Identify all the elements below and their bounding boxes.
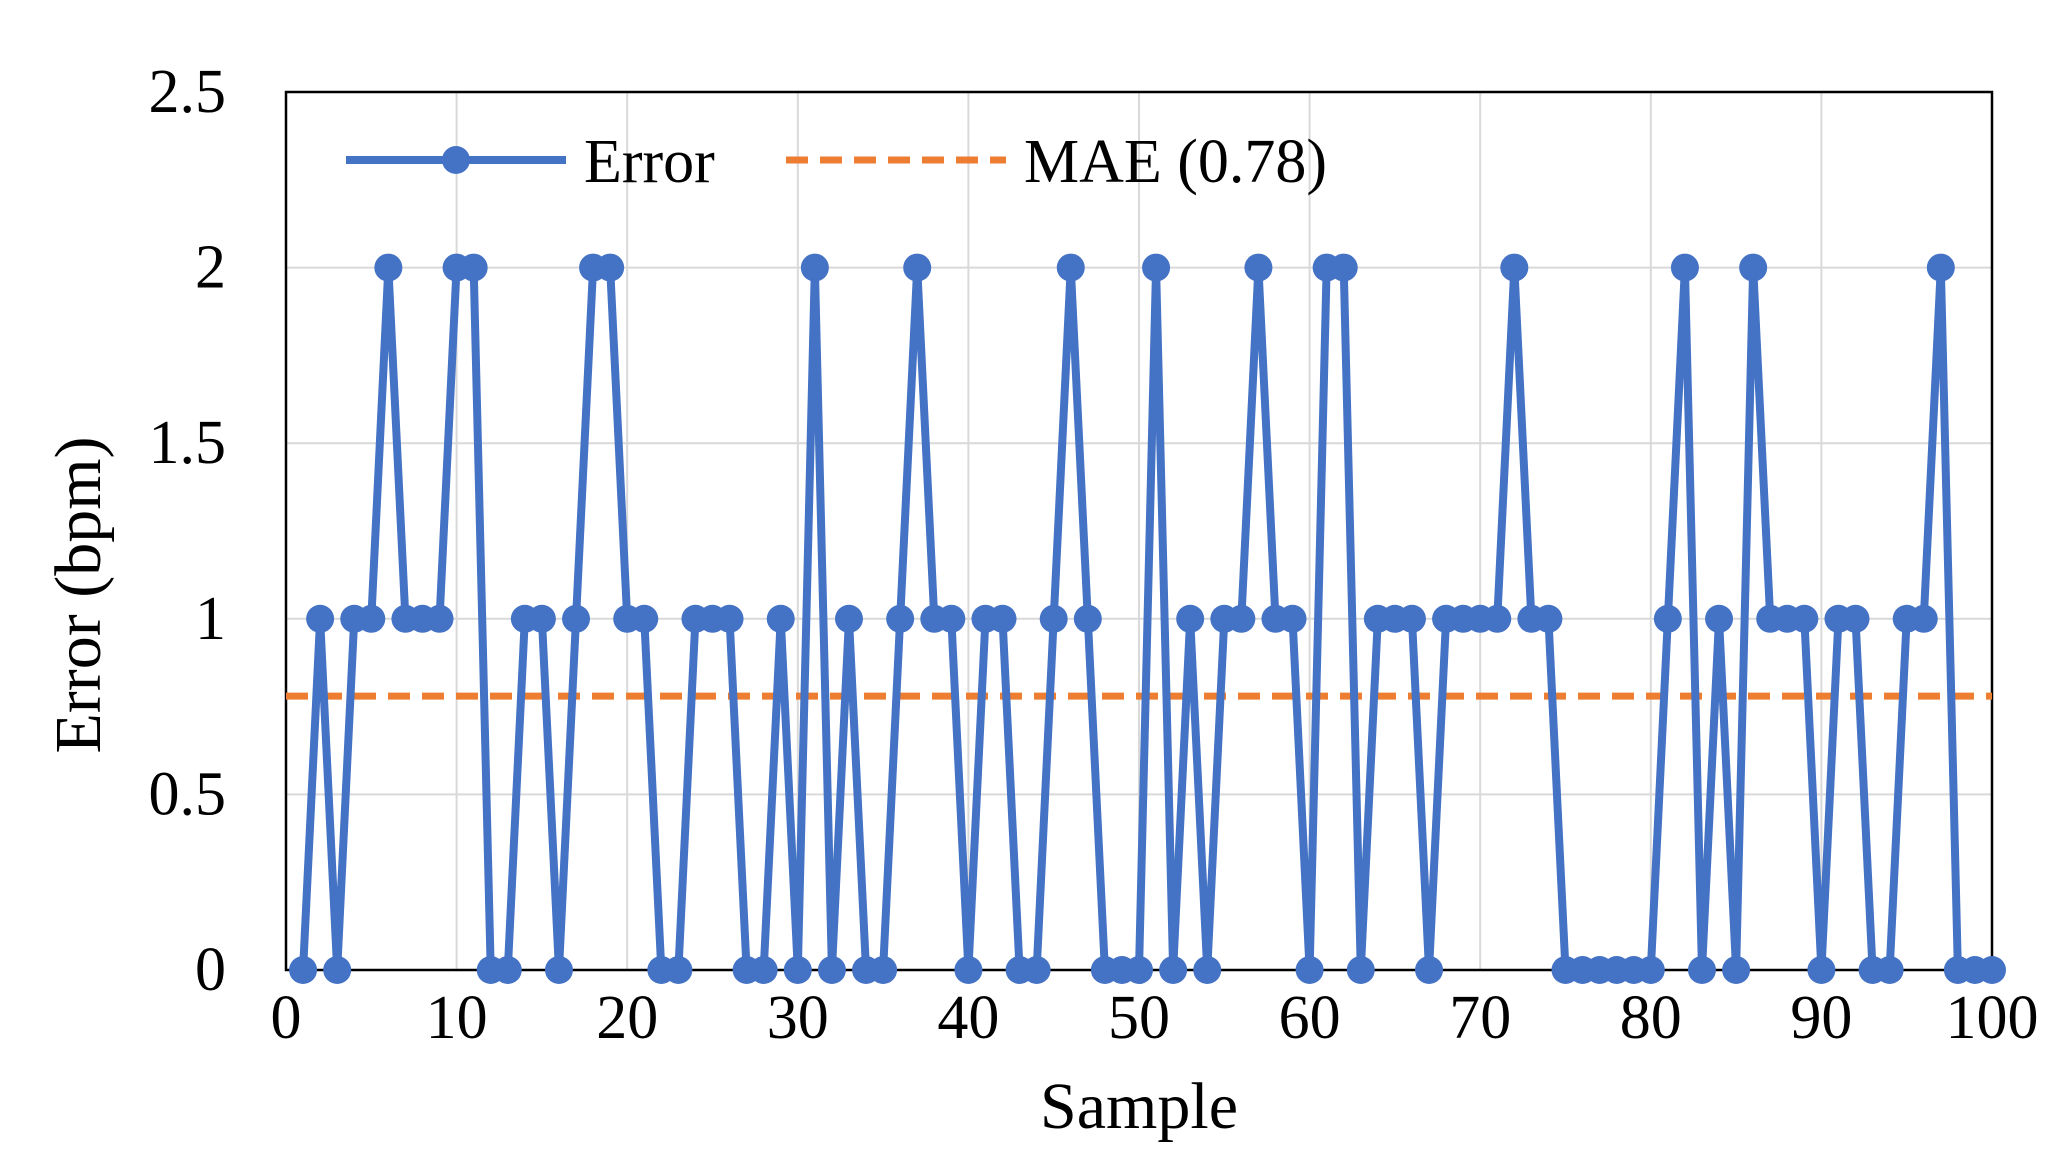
error-point (323, 956, 352, 984)
error-point (1159, 956, 1188, 984)
error-point (1670, 253, 1699, 282)
legend-marker-error (442, 146, 470, 174)
error-point (1875, 956, 1904, 984)
error-point (1790, 604, 1819, 633)
error-point (562, 604, 591, 633)
x-tick-label: 40 (937, 984, 999, 1052)
error-line (299, 263, 1992, 974)
error-point (1278, 604, 1307, 633)
error-point (783, 956, 812, 984)
error-point (988, 604, 1017, 633)
error-point (493, 956, 522, 984)
error-point (527, 604, 556, 633)
y-tick-label: 1.5 (149, 409, 227, 477)
error-point (1227, 604, 1256, 633)
error-point (1909, 604, 1938, 633)
error-point (425, 604, 454, 633)
error-point (1329, 253, 1358, 282)
y-axis-title: Error (bpm) (42, 436, 115, 753)
error-point (596, 253, 625, 282)
error-point (289, 956, 318, 984)
error-point (1926, 253, 1955, 282)
error-point (1687, 956, 1716, 984)
y-tick-label: 2.5 (149, 58, 227, 126)
legend-label-error: Error (584, 128, 715, 196)
error-point (749, 956, 778, 984)
error-point (1022, 956, 1051, 984)
error-point (664, 956, 693, 984)
legend-label-mae: MAE (0.78) (1024, 128, 1327, 196)
error-point (1039, 604, 1068, 633)
x-tick-label: 20 (596, 984, 658, 1052)
x-tick-label: 80 (1620, 984, 1682, 1052)
x-tick-label: 90 (1790, 984, 1852, 1052)
error-point (886, 604, 915, 633)
error-point (800, 253, 829, 282)
error-point (1534, 604, 1563, 633)
x-tick-label: 50 (1108, 984, 1170, 1052)
error-point (306, 604, 335, 633)
y-tick-label: 2 (195, 234, 226, 302)
error-point (1653, 604, 1682, 633)
error-point (1193, 956, 1222, 984)
error-point (1295, 956, 1324, 984)
error-point (1397, 604, 1426, 633)
y-tick-label: 0.5 (149, 760, 227, 828)
error-point (1739, 253, 1768, 282)
error-point (1415, 956, 1444, 984)
error-point (374, 253, 403, 282)
error-point (715, 604, 744, 633)
y-tick-label: 0 (195, 936, 226, 1004)
x-tick-label: 0 (271, 984, 302, 1052)
x-tick-label: 10 (426, 984, 488, 1052)
error-point (1176, 604, 1205, 633)
x-tick-label: 30 (767, 984, 829, 1052)
error-point (1483, 604, 1512, 633)
tick-labels: 0 10 20 30 40 50 60 70 80 90 100 0 0.5 1 1.5 2 2.5 (149, 58, 2039, 1052)
error-point (1142, 253, 1171, 282)
error-point (1244, 253, 1273, 282)
error-point (766, 604, 795, 633)
error-point (954, 956, 983, 984)
error-point (1705, 604, 1734, 633)
x-tick-label: 60 (1279, 984, 1341, 1052)
error-point (1978, 956, 2006, 984)
error-point (1636, 956, 1665, 984)
error-point (1346, 956, 1375, 984)
legend: Error MAE (0.78) (346, 128, 1327, 196)
error-point (817, 956, 846, 984)
error-point (1125, 956, 1153, 984)
series-layer (286, 253, 2006, 984)
x-tick-label: 100 (1946, 984, 2039, 1052)
x-tick-label: 70 (1449, 984, 1511, 1052)
error-point (544, 956, 573, 984)
error-point (357, 604, 386, 633)
y-tick-label: 1 (195, 585, 226, 653)
x-axis-title: Sample (1040, 1070, 1238, 1143)
error-point (1841, 604, 1870, 633)
error-point (903, 253, 932, 282)
error-point (1073, 604, 1102, 633)
error-point (937, 604, 966, 633)
error-point (869, 956, 898, 984)
error-point (1722, 956, 1751, 984)
error-point (1807, 956, 1836, 984)
error-point (630, 604, 659, 633)
error-point (459, 253, 488, 282)
error-point (1056, 253, 1085, 282)
error-point (1500, 253, 1529, 282)
error-point (834, 604, 863, 633)
